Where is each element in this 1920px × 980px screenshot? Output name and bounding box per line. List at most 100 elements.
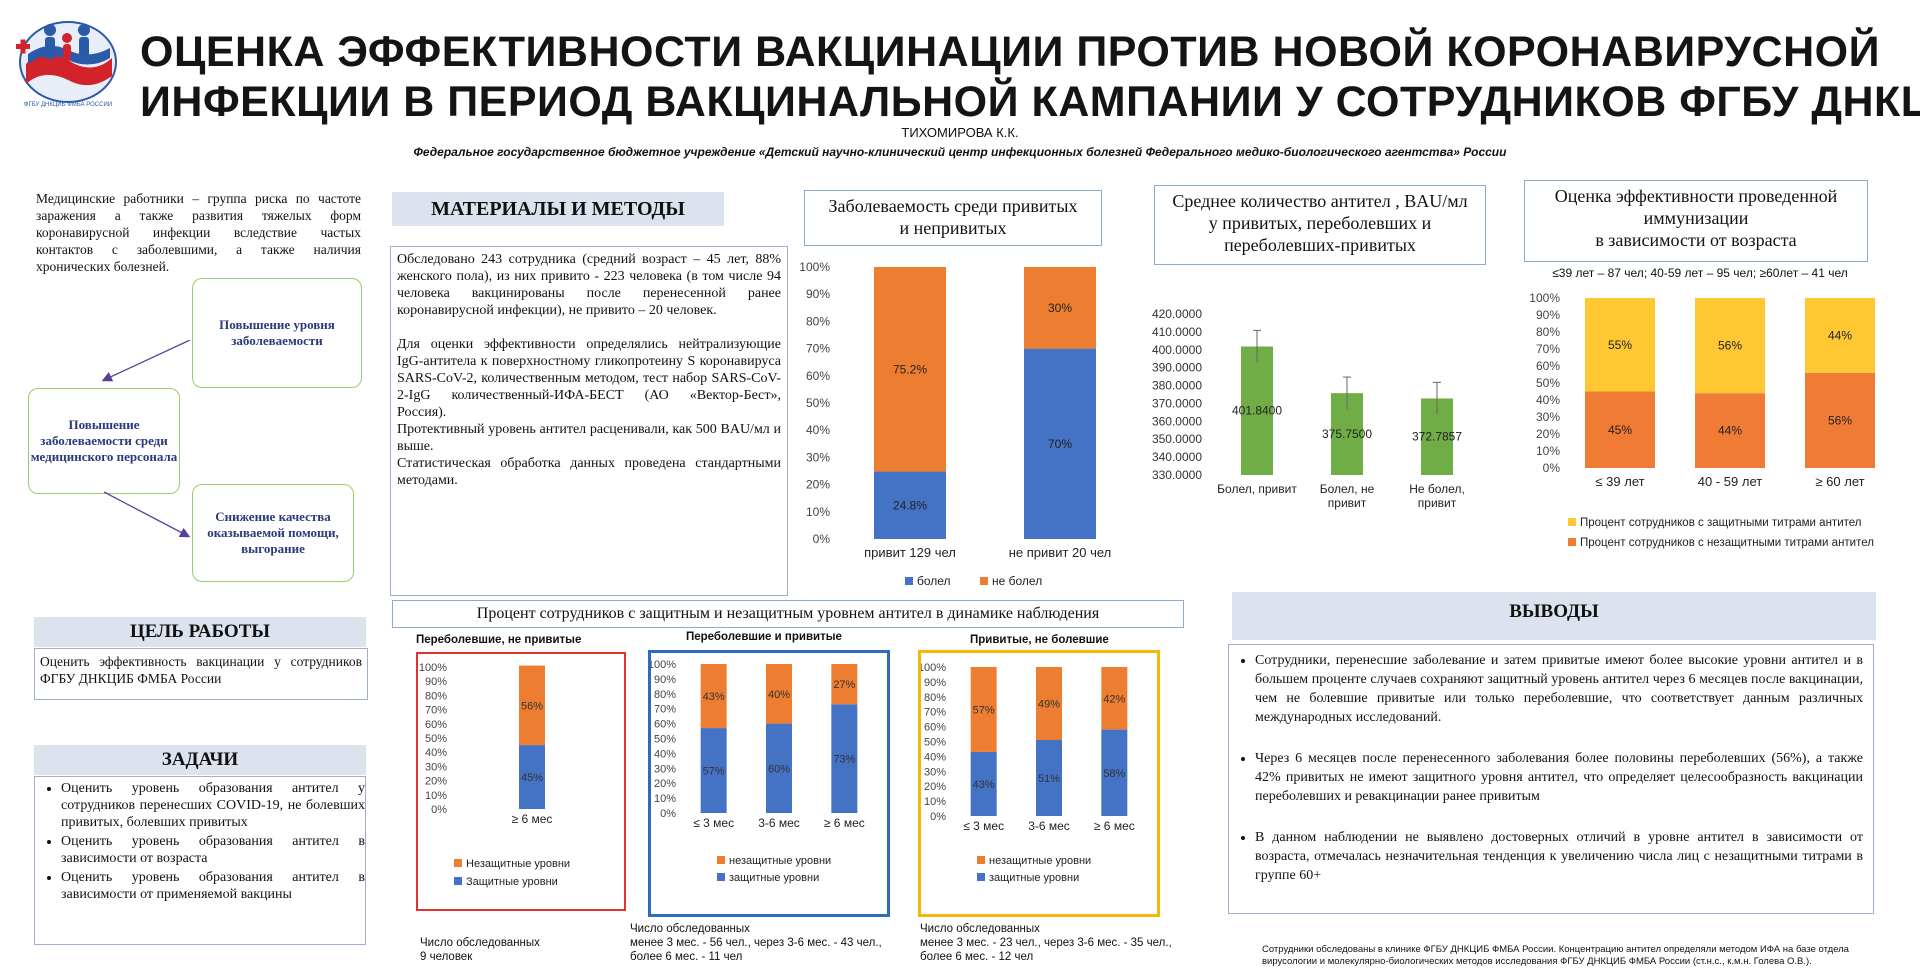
y-tick-label: 10% [806, 505, 830, 519]
data-label: 56% [1718, 339, 1742, 353]
footnote: Сотрудники обследованы в клинике ФГБУ ДН… [1262, 944, 1849, 967]
y-tick-label: 20% [924, 781, 946, 793]
y-tick-label: 10% [1536, 444, 1560, 458]
chart3-title: Оценка эффективности проведенной иммуниз… [1524, 180, 1868, 262]
y-tick-label: 90% [806, 287, 830, 301]
bar-segment [831, 704, 858, 813]
y-tick-label: 10% [924, 796, 946, 808]
y-tick-label: 20% [1536, 427, 1560, 441]
data-label: 30% [1048, 301, 1072, 315]
legend-label: защитные уровни [729, 872, 819, 884]
category-label: 40 - 59 лет [1698, 474, 1762, 489]
bar-segment [1805, 298, 1875, 373]
legend-swatch [454, 877, 462, 885]
chart1-svg: 0% 10% 20% 30% 40% 50% 60% 70% 80% 90% 100% 24.8% 75… [799, 260, 1111, 588]
bar-segment [874, 471, 946, 539]
bar-segment [1024, 348, 1096, 539]
data-label: 45% [521, 772, 543, 784]
y-tick-label: 0% [930, 811, 946, 823]
category-label: ≥ 60 лет [1815, 474, 1864, 489]
conclusion-item: В данном наблюдении не выявлено достовер… [1255, 828, 1863, 885]
flow-box-left-label: Повышение заболеваемости среди медицинск… [30, 417, 178, 464]
dynamics-note-2-line1: Число обследованных [630, 923, 750, 935]
data-label: 57% [703, 766, 725, 778]
legend-swatch [454, 859, 462, 867]
y-tick-label: 100% [419, 662, 447, 674]
y-tick-label: 50% [1536, 376, 1560, 390]
category-label: ≥ 6 мес [824, 816, 865, 830]
category-label: Не болел, привит [1409, 482, 1465, 510]
chart2-title-line1: Среднее количество антител , BAU/мл [1172, 191, 1468, 211]
legend-swatch [977, 873, 985, 881]
y-tick-label: 380.0000 [1152, 379, 1202, 393]
y-tick-label: 360.0000 [1152, 414, 1202, 428]
legend-swatch [980, 577, 988, 585]
poster-title-line-2: ИНФЕКЦИИ В ПЕРИОД ВАКЦИНАЛЬНОЙ КАМПАНИИ … [140, 78, 1920, 126]
chart1-title-line2: и непривитых [899, 218, 1007, 238]
bar [1241, 346, 1273, 475]
legend-swatch [905, 577, 913, 585]
conclusions-box: Сотрудники, перенесшие заболевание и зат… [1228, 644, 1874, 914]
data-label: 44% [1828, 328, 1852, 342]
category-label: ≥ 6 мес [1094, 819, 1135, 833]
chart2-title-line2: у привитых, переболевших и [1208, 213, 1432, 233]
chart3-title-line1: Оценка эффективности проведенной [1554, 186, 1838, 206]
bar-segment [1036, 740, 1062, 816]
y-tick-label: 20% [425, 776, 447, 788]
data-label: 70% [1048, 437, 1072, 451]
y-tick-label: 60% [425, 719, 447, 731]
y-tick-label: 70% [425, 705, 447, 717]
data-label: 45% [1608, 423, 1632, 437]
bar-segment [519, 665, 545, 746]
dynamics-note-3-line2: менее 3 мес. - 23 чел., через 3-6 мес. -… [920, 937, 1172, 949]
y-tick-label: 400.0000 [1152, 343, 1202, 357]
legend-label: незащитные уровни [989, 855, 1091, 867]
bar-segment [519, 745, 545, 809]
y-tick-label: 420.0000 [1152, 307, 1202, 321]
data-label: 27% [833, 679, 855, 691]
methods-paragraph-1: Обследовано 243 сотрудника (средний возр… [397, 252, 781, 318]
dynamics-frame-3 [918, 650, 1160, 917]
chart3-subtitle: ≤39 лет – 87 чел; 40-59 лет – 95 чел; ≥6… [1552, 266, 1848, 280]
data-label: 56% [521, 700, 543, 712]
y-tick-label: 0% [813, 532, 831, 546]
data-label: 24.8% [893, 498, 927, 512]
flow-arrow-1 [101, 340, 191, 382]
y-tick-label: 100% [1529, 291, 1560, 305]
chart1-title-line1: Заболеваемость среди привитых [828, 196, 1078, 216]
category-label: Болел, не привит [1320, 482, 1375, 510]
y-tick-label: 50% [806, 396, 830, 410]
bar-segment [1805, 372, 1875, 468]
data-label: 56% [1828, 413, 1852, 427]
legend-label: не болел [992, 574, 1042, 588]
flow-arrows [101, 340, 191, 538]
data-label: 58% [1103, 768, 1125, 780]
legend-label: болел [917, 574, 951, 588]
y-tick-label: 40% [924, 751, 946, 763]
dynamics-note-2-line3: более 6 мес. - 11 чел [630, 951, 743, 963]
data-label: 73% [833, 754, 855, 766]
legend-label: Процент сотрудников с защитными титрами … [1580, 517, 1861, 529]
y-tick-label: 90% [924, 677, 946, 689]
conclusion-item: Через 6 месяцев после перенесенного забо… [1255, 749, 1863, 806]
legend-label: Незащитные уровни [466, 858, 570, 870]
y-tick-label: 350.0000 [1152, 432, 1202, 446]
y-tick-label: 90% [1536, 308, 1560, 322]
y-tick-label: 80% [1536, 325, 1560, 339]
chart2-title-line3: переболевших-привитых [1224, 235, 1416, 255]
data-label: 375.7500 [1322, 427, 1372, 441]
legend-label: незащитные уровни [729, 855, 831, 867]
category-label: ≥ 6 мес [512, 812, 553, 826]
bar-segment [1101, 729, 1128, 816]
conclusion-item: Сотрудники, перенесшие заболевание и зат… [1255, 651, 1863, 727]
dynamics-chart-1-svg: 0% 10% 20% 30% 40% 50% 60% 70% 80% 90% 100% 45% 56% ≥… [419, 662, 570, 888]
y-tick-label: 370.0000 [1152, 396, 1202, 410]
dynamics-title: Процент сотрудников с защитным и незащит… [392, 600, 1184, 628]
methods-paragraph-2: Для оценки эффективности определялись не… [397, 337, 781, 420]
y-tick-label: 0% [660, 808, 676, 820]
y-tick-label: 80% [425, 690, 447, 702]
dynamics-chart-2-svg: 0% 10% 20% 30% 40% 50% 60% 70% 80% 90% 100% 57% 43% ≤… [651, 659, 865, 884]
bar-segment [1695, 298, 1765, 394]
data-label: 55% [1608, 338, 1632, 352]
flow-box-top-label: Повышение уровня заболеваемости [219, 317, 335, 348]
